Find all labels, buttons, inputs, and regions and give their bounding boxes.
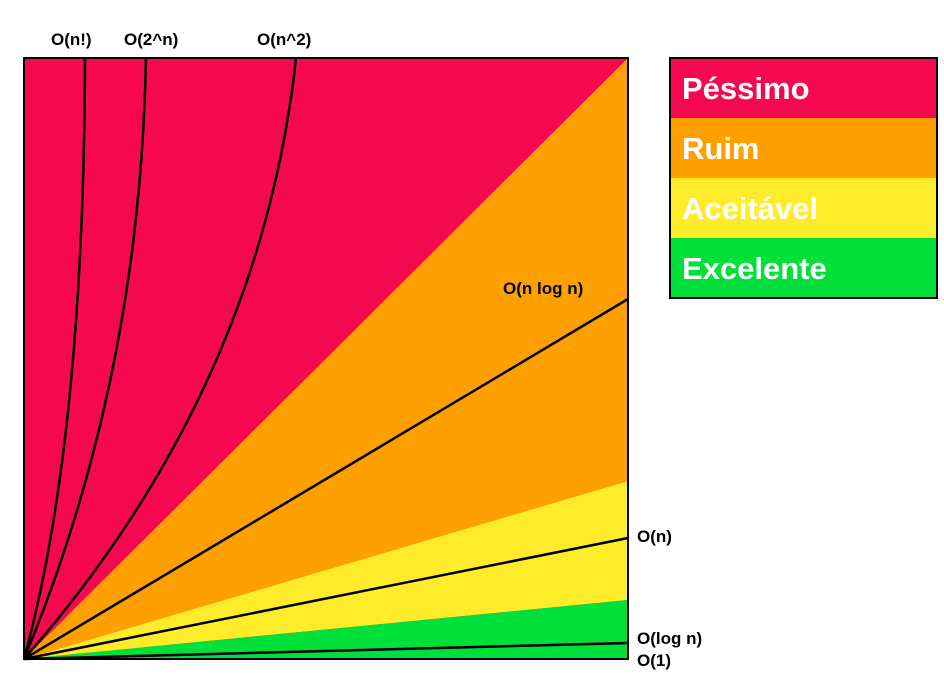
label-linear: O(n) — [637, 527, 672, 546]
legend-border — [669, 57, 938, 299]
region-aceitavel — [24, 481, 628, 659]
label-factorial: O(n!) — [51, 30, 92, 49]
legend-label-ruim: Ruim — [682, 131, 760, 166]
label-quadratic: O(n^2) — [257, 30, 311, 49]
region-ruim — [24, 58, 628, 659]
legend-label-excelente: Excelente — [682, 251, 827, 286]
curve-exponential — [22, 57, 148, 660]
plot-border — [23, 57, 629, 660]
curve-linearithmic — [23, 297, 629, 661]
curve-logarithmic — [23, 641, 629, 661]
region-excelente — [24, 600, 628, 659]
legend-swatch-excelente — [670, 238, 937, 298]
legend-label-pessimo: Péssimo — [682, 71, 810, 106]
label-logarithmic: O(log n) — [637, 629, 702, 648]
legend-swatch-aceitavel — [670, 178, 937, 238]
curve-quadratic — [23, 57, 298, 660]
label-exponential: O(2^n) — [124, 30, 178, 49]
label-linearithmic: O(n log n) — [503, 279, 583, 298]
curve-linear — [23, 536, 629, 661]
legend-swatch-ruim — [670, 118, 937, 178]
legend-swatch-pessimo — [670, 58, 937, 118]
curve-factorial — [22, 57, 87, 660]
label-constant: O(1) — [637, 651, 671, 670]
legend-label-aceitavel: Aceitável — [682, 191, 818, 226]
legend: Péssimo Ruim Aceitável Excelente — [669, 57, 938, 299]
